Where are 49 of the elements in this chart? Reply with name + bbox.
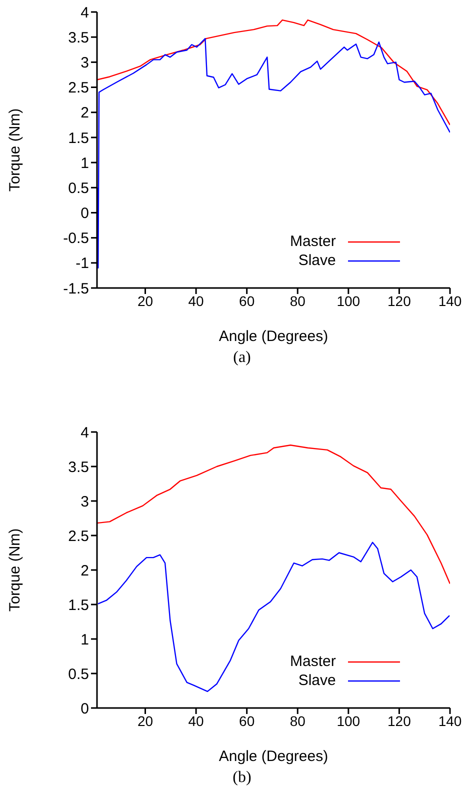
y-tick-label: 0	[80, 700, 89, 718]
y-tick-label: 2	[80, 104, 89, 122]
y-tick-label: -1	[76, 255, 89, 272]
y-tick-label: -1.5	[63, 280, 89, 298]
y-tick-label: 2.5	[68, 528, 89, 545]
y-tick-label: 4	[80, 4, 89, 22]
text: (b)	[232, 769, 252, 787]
x-tick-label: 20	[137, 712, 154, 729]
y-tick-label: -0.5	[63, 230, 89, 248]
legend-label: Slave	[298, 252, 336, 269]
y-tick-label: 1.5	[68, 130, 89, 147]
legend-label: Master	[290, 233, 336, 250]
x-axis-title: Angle (Degrees)	[218, 748, 328, 765]
x-tick-label: 140	[438, 712, 462, 729]
y-tick-label: 0.5	[68, 180, 89, 197]
x-tick-label: 140	[438, 292, 462, 309]
x-tick-label: 20	[137, 292, 154, 309]
y-tick-label: 3.5	[68, 458, 89, 476]
y-tick-label: 3.5	[68, 29, 89, 46]
x-axis-title: Angle (Degrees)	[218, 328, 328, 345]
line-series	[97, 19, 450, 126]
y-tick-label: 3	[80, 493, 89, 510]
x-tick-label: 120	[388, 712, 412, 729]
y-tick-label: 1	[80, 631, 89, 648]
x-tick-label: 120	[388, 292, 412, 309]
x-tick-label: 60	[239, 712, 255, 729]
x-tick-label: 100	[336, 712, 360, 729]
line-series	[97, 38, 450, 269]
x-tick-label: 80	[290, 712, 306, 729]
y-tick-label: 4	[80, 424, 89, 442]
y-tick-label: 1.5	[68, 596, 89, 614]
x-tick-label: 80	[290, 292, 306, 309]
y-tick-label: 2	[80, 562, 89, 580]
y-axis-title: Torque (Nm)	[6, 108, 24, 192]
x-tick-label: 60	[239, 292, 255, 309]
x-tick-label: 100	[336, 292, 360, 309]
x-tick-label: 40	[188, 292, 204, 309]
legend-label: Slave	[298, 672, 336, 689]
y-axis-title: Torque (Nm)	[6, 528, 24, 612]
legend-label: Master	[290, 653, 336, 670]
x-tick-label: 40	[188, 712, 204, 729]
y-tick-label: 3	[80, 54, 89, 72]
y-tick-label: 1	[80, 154, 89, 172]
y-tick-label: 0.5	[68, 666, 89, 683]
line-series	[97, 542, 450, 692]
y-tick-label: 2.5	[68, 80, 89, 97]
text: (a)	[232, 349, 252, 367]
y-tick-label: 0	[80, 205, 89, 222]
line-series	[97, 444, 450, 584]
